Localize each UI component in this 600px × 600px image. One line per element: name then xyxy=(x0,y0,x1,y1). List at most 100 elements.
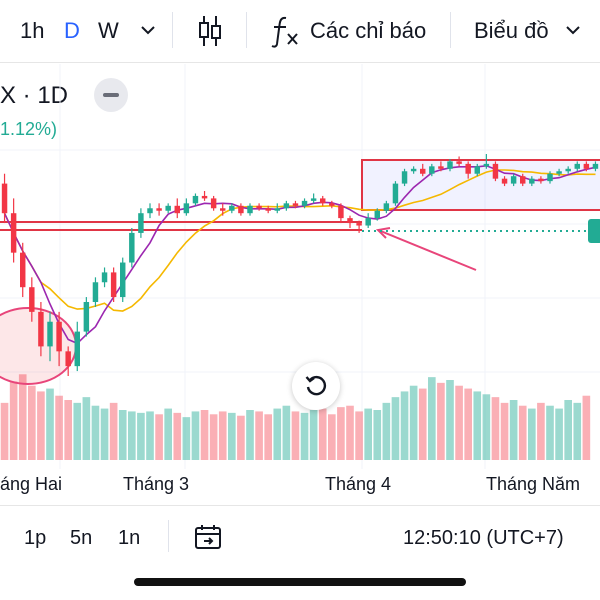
candle xyxy=(138,208,144,238)
candle-body xyxy=(138,213,144,233)
candle-body xyxy=(38,311,44,347)
toolbar-divider xyxy=(172,12,173,48)
x-axis-label: áng Hai xyxy=(0,474,63,494)
candle xyxy=(156,203,162,216)
range-5n-button[interactable]: 5n xyxy=(70,527,93,549)
candle-body xyxy=(301,200,308,206)
candle-body xyxy=(565,168,571,172)
interval-d-button[interactable]: D xyxy=(64,18,80,43)
candle xyxy=(347,215,353,228)
candle-body xyxy=(338,205,344,219)
candle xyxy=(20,242,26,298)
volume-bar xyxy=(546,405,554,460)
volume-bar xyxy=(191,411,200,460)
range-1p-button[interactable]: 1p xyxy=(24,527,47,549)
candle xyxy=(238,203,244,216)
candle-body xyxy=(429,166,435,174)
chart-type-button[interactable]: Biểu đồ xyxy=(474,18,549,43)
candle-body xyxy=(92,282,99,302)
candle-body xyxy=(310,198,317,201)
candle xyxy=(374,208,380,221)
candle xyxy=(110,267,117,302)
candle xyxy=(283,200,290,211)
candle xyxy=(438,161,444,172)
candle xyxy=(447,158,453,172)
candle xyxy=(29,277,35,322)
volume-bar xyxy=(182,417,191,460)
candle-body xyxy=(147,208,153,214)
candle-body xyxy=(238,205,244,214)
candle-body xyxy=(174,205,180,214)
candle xyxy=(165,203,171,214)
reset-chart-button[interactable] xyxy=(292,362,340,410)
candle xyxy=(520,173,526,187)
candle-body xyxy=(365,218,371,226)
volume-bar xyxy=(373,410,382,460)
candle-body xyxy=(583,163,590,169)
candle xyxy=(38,302,44,357)
collapse-legend-button[interactable] xyxy=(94,78,128,112)
volume-bar xyxy=(437,382,445,460)
volume-bar xyxy=(482,394,491,460)
volume-bar xyxy=(155,414,163,460)
indicators-button[interactable]: Các chỉ báo xyxy=(310,18,427,43)
chart-type-chevron-icon[interactable] xyxy=(565,20,581,46)
range-1n-button[interactable]: 1n xyxy=(118,527,141,549)
interval-dropdown-chevron-icon[interactable] xyxy=(140,20,156,46)
interval-1h-button[interactable]: 1h xyxy=(20,18,45,43)
arrow-line[interactable] xyxy=(377,229,477,271)
volume-bar xyxy=(91,405,100,460)
candle-body xyxy=(447,161,453,169)
indicators-fx-icon[interactable] xyxy=(270,14,300,54)
candle-body xyxy=(510,176,517,184)
price-chart[interactable] xyxy=(0,64,600,469)
bottom-divider xyxy=(168,520,169,552)
volume-bar xyxy=(346,405,354,460)
candle xyxy=(538,176,544,184)
candle-body xyxy=(274,208,280,211)
candle xyxy=(74,321,80,372)
candle xyxy=(356,220,362,233)
goto-date-icon[interactable] xyxy=(194,524,224,558)
symbol-label[interactable]: X · 1D xyxy=(0,82,69,109)
candle-body xyxy=(592,163,599,169)
candle-body xyxy=(529,178,535,184)
volume-bar xyxy=(428,377,436,460)
volume-bar xyxy=(364,408,372,460)
volume-bar xyxy=(509,400,518,460)
volume-bar xyxy=(473,391,482,460)
candle-body xyxy=(10,213,17,253)
volume-bars xyxy=(0,374,591,460)
candle-body xyxy=(383,203,390,211)
candle xyxy=(383,200,390,214)
candlestick-type-icon[interactable] xyxy=(196,14,224,54)
candle xyxy=(529,176,535,187)
time-zone-button[interactable]: 12:50:10 (UTC+7) xyxy=(403,527,564,549)
candle-body xyxy=(83,302,90,332)
x-axis-label: Tháng 3 xyxy=(123,474,190,494)
candle xyxy=(229,203,235,214)
candle xyxy=(83,297,90,337)
volume-bar xyxy=(455,385,463,460)
candle xyxy=(474,163,480,177)
candle-body xyxy=(101,272,108,283)
volume-bar xyxy=(318,408,327,460)
candle xyxy=(492,161,499,182)
candle-body xyxy=(229,205,235,211)
volume-bar xyxy=(109,402,118,460)
candle-body xyxy=(247,205,253,214)
volume-bar xyxy=(528,408,536,460)
volume-bar xyxy=(518,405,527,460)
interval-w-button[interactable]: W xyxy=(98,18,119,43)
candle xyxy=(247,203,253,216)
volume-bar xyxy=(564,400,572,460)
candle xyxy=(483,154,490,169)
current-price-tag xyxy=(588,219,600,243)
volume-bar xyxy=(418,388,427,460)
candle xyxy=(56,311,62,367)
highlight-ellipse[interactable] xyxy=(0,307,77,385)
candle xyxy=(1,173,8,224)
candle-body xyxy=(56,321,62,352)
volume-bar xyxy=(464,388,472,460)
candle-body xyxy=(292,203,299,206)
